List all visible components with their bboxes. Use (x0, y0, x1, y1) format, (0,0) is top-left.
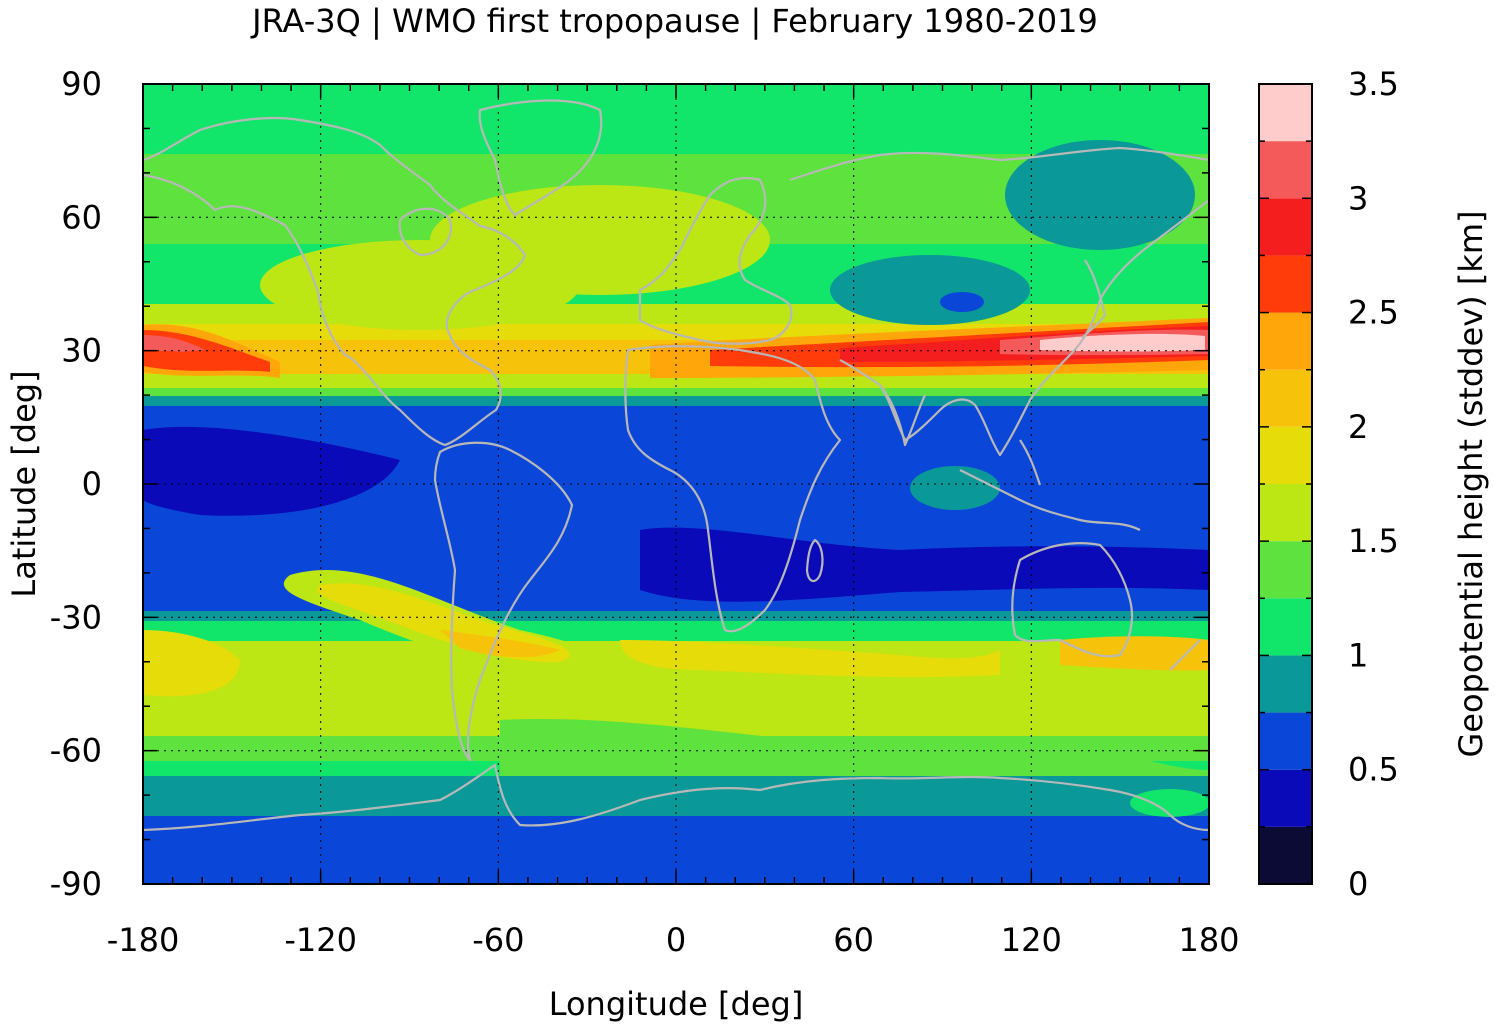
colorbar-tick-label: 0.5 (1348, 751, 1399, 789)
region-australia-max (1060, 636, 1209, 671)
band-north-jet-edge (143, 374, 1209, 388)
colorbar-swatch (1259, 541, 1312, 599)
colorbar-ticks: 0 0.5 1 1.5 2 2.5 3 3.5 (1259, 65, 1399, 903)
region-ross-sea (1130, 789, 1209, 817)
colorbar-label: Geopotential height (stddev) [km] (1452, 210, 1490, 757)
region-siberian-core (940, 292, 984, 312)
coast-north-america (143, 116, 527, 447)
colorbar-swatch (1259, 655, 1312, 713)
x-tick-label: 180 (1178, 921, 1239, 959)
region-africa-tropical-min (640, 527, 1209, 602)
y-tick-label: 60 (61, 198, 102, 236)
grid-lines (143, 84, 1209, 884)
coast-africa (624, 345, 842, 633)
y-tick-label: -60 (50, 732, 102, 770)
x-tick-label: -180 (107, 921, 180, 959)
coast-madagascar (805, 538, 824, 583)
coast-india (879, 384, 926, 447)
colorbar-tick-label: 2 (1348, 408, 1368, 446)
colorbar-swatch (1259, 426, 1312, 484)
colorbar-swatch (1259, 712, 1312, 770)
region-jet-north-pacific-max (143, 335, 205, 352)
y-tick-labels: 90 60 30 0 -30 -60 -90 (50, 65, 102, 903)
colorbar (1259, 84, 1312, 884)
x-tick-labels: -180 -120 -60 0 60 120 180 (107, 921, 1240, 959)
colorbar-swatch (1259, 255, 1312, 313)
region-southern-subpolar-min (500, 719, 1209, 776)
colorbar-swatch (1259, 312, 1312, 370)
colorbar-tick-label: 0 (1348, 865, 1368, 903)
coast-maritime-continent (959, 439, 1141, 531)
axis-ticks (142, 83, 1210, 885)
x-tick-label: 120 (1001, 921, 1062, 959)
coast-asia (789, 146, 1209, 457)
colorbar-swatch (1259, 84, 1312, 142)
coastlines (143, 99, 1209, 832)
region-south-pacific-west (143, 630, 240, 697)
x-axis-label: Longitude [deg] (549, 985, 804, 1023)
colorbar-swatch (1259, 598, 1312, 656)
region-north-america-high (260, 240, 580, 330)
colorbar-swatch (1259, 369, 1312, 427)
x-tick-label: 0 (666, 921, 686, 959)
region-jet-pacific-max (1040, 333, 1205, 352)
y-axis-label: Latitude [deg] (5, 370, 43, 597)
y-tick-label: 30 (61, 332, 102, 370)
y-tick-label: -90 (50, 865, 102, 903)
colorbar-swatch (1259, 484, 1312, 542)
y-tick-label: 0 (82, 465, 102, 503)
colorbar-swatch (1259, 826, 1312, 884)
x-tick-label: -120 (284, 921, 357, 959)
band-south-subpolar2 (143, 776, 1209, 816)
colorbar-tick-label: 3 (1348, 179, 1368, 217)
coast-antarctica (143, 763, 1209, 832)
coast-japan (1081, 259, 1107, 339)
x-tick-label: -60 (472, 921, 524, 959)
coast-south-america (433, 441, 574, 762)
region-indian-ocean-max (910, 466, 1000, 510)
colorbar-tick-label: 3.5 (1348, 65, 1399, 103)
region-siberian-min (830, 255, 1030, 325)
region-ne-asia-min (1005, 140, 1195, 250)
colorbar-swatch (1259, 769, 1312, 827)
colorbar-tick-label: 2.5 (1348, 294, 1399, 332)
coast-new-zealand (1169, 639, 1201, 671)
map-plot-area (143, 84, 1209, 884)
x-tick-label: 60 (833, 921, 874, 959)
region-pacific-tropical-min (143, 426, 400, 516)
coast-australia (1011, 542, 1134, 658)
region-south-pacific-core (440, 630, 560, 658)
region-south-atlantic-max (620, 640, 1000, 678)
coast-europe (638, 177, 793, 345)
coast-hudson-bay (398, 207, 453, 257)
y-tick-label: 90 (61, 65, 102, 103)
colorbar-tick-label: 1.5 (1348, 522, 1399, 560)
chart-title: JRA-3Q | WMO first tropopause | February… (250, 2, 1098, 40)
colorbar-swatch (1259, 141, 1312, 199)
y-tick-label: -30 (50, 598, 102, 636)
coast-greenland (478, 99, 603, 217)
colorbar-swatch (1259, 198, 1312, 256)
colorbar-tick-label: 1 (1348, 636, 1368, 674)
